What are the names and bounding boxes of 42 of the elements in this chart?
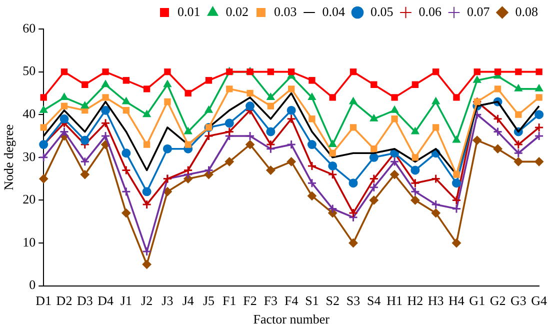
y-axis-title: Node degree bbox=[1, 124, 16, 190]
legend-label: 0.06 bbox=[418, 4, 442, 19]
y-tick-label: 60 bbox=[22, 20, 36, 36]
legend-label: 0.08 bbox=[515, 4, 538, 19]
x-tick-label: D2 bbox=[56, 293, 72, 308]
y-tick-label: 40 bbox=[22, 106, 36, 122]
x-tick-label: S4 bbox=[367, 293, 382, 308]
legend-label: 0.03 bbox=[274, 4, 297, 19]
x-tick-label: J5 bbox=[202, 293, 215, 308]
x-tick-label: G4 bbox=[531, 293, 548, 308]
x-tick-label: H3 bbox=[428, 293, 444, 308]
y-tick-label: 50 bbox=[22, 63, 36, 78]
legend-label: 0.02 bbox=[226, 4, 248, 19]
x-tick-label: D3 bbox=[76, 293, 93, 308]
x-tick-label: J2 bbox=[141, 293, 153, 308]
x-tick-label: H1 bbox=[386, 293, 402, 308]
legend-label: 0.01 bbox=[178, 4, 200, 19]
x-tick-label: J1 bbox=[120, 293, 132, 308]
legend-label: 0.05 bbox=[370, 4, 394, 19]
x-tick-label: H2 bbox=[407, 293, 424, 308]
x-axis-title: Factor number bbox=[253, 312, 330, 327]
y-tick-label: 10 bbox=[22, 234, 36, 250]
x-tick-label: S2 bbox=[326, 293, 340, 308]
x-tick-label: S3 bbox=[346, 293, 360, 308]
x-tick-label: F3 bbox=[264, 293, 278, 308]
x-tick-label: S1 bbox=[305, 293, 319, 308]
x-tick-label: D4 bbox=[98, 293, 114, 308]
legend-label: 0.04 bbox=[322, 4, 346, 19]
x-tick-label: F1 bbox=[222, 293, 236, 308]
x-tick-label: F4 bbox=[284, 293, 299, 308]
x-tick-label: F2 bbox=[243, 293, 257, 308]
y-tick-label: 0 bbox=[29, 277, 36, 292]
x-tick-label: G2 bbox=[490, 293, 506, 308]
x-tick-label: G3 bbox=[510, 293, 526, 308]
legend-label: 0.07 bbox=[467, 4, 490, 19]
y-tick-label: 20 bbox=[22, 192, 36, 207]
x-tick-label: J3 bbox=[162, 293, 174, 308]
x-tick-label: D1 bbox=[36, 293, 52, 308]
x-tick-label: J4 bbox=[182, 293, 194, 308]
x-tick-label: G1 bbox=[469, 293, 486, 308]
y-tick-label: 30 bbox=[22, 148, 36, 164]
x-tick-label: H4 bbox=[448, 293, 465, 308]
